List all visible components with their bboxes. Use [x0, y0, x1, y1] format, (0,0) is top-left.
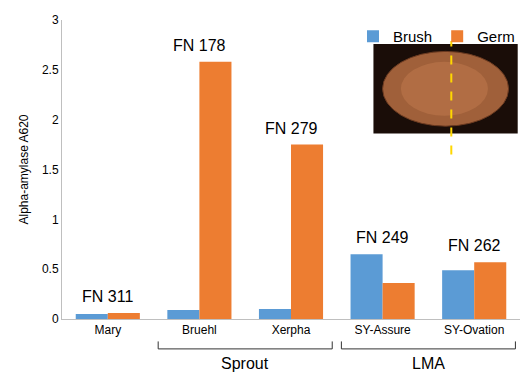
svg-text:Alpha-amylase A620: Alpha-amylase A620 — [17, 114, 31, 224]
svg-text:SY-Ovation: SY-Ovation — [444, 323, 504, 337]
svg-text:2.5: 2.5 — [42, 63, 59, 77]
svg-text:Germ: Germ — [477, 28, 515, 45]
svg-text:Xerpha: Xerpha — [272, 323, 311, 337]
svg-text:Bruehl: Bruehl — [182, 323, 217, 337]
svg-text:3: 3 — [52, 13, 59, 27]
svg-text:Brush: Brush — [393, 28, 432, 45]
svg-text:Sprout: Sprout — [221, 355, 269, 372]
svg-text:Mary: Mary — [94, 323, 121, 337]
svg-text:LMA: LMA — [412, 355, 445, 372]
svg-text:FN 311: FN 311 — [82, 288, 133, 305]
svg-text:0.5: 0.5 — [42, 262, 59, 276]
svg-text:FN 262: FN 262 — [448, 237, 501, 254]
svg-text:SY-Assure: SY-Assure — [354, 323, 411, 337]
svg-text:FN 279: FN 279 — [265, 120, 318, 137]
svg-text:1: 1 — [52, 213, 59, 227]
svg-text:2: 2 — [52, 113, 59, 127]
svg-text:FN 249: FN 249 — [356, 229, 409, 246]
svg-text:0: 0 — [52, 312, 59, 326]
svg-text:FN 178: FN 178 — [173, 37, 226, 54]
svg-text:1.5: 1.5 — [42, 163, 59, 177]
